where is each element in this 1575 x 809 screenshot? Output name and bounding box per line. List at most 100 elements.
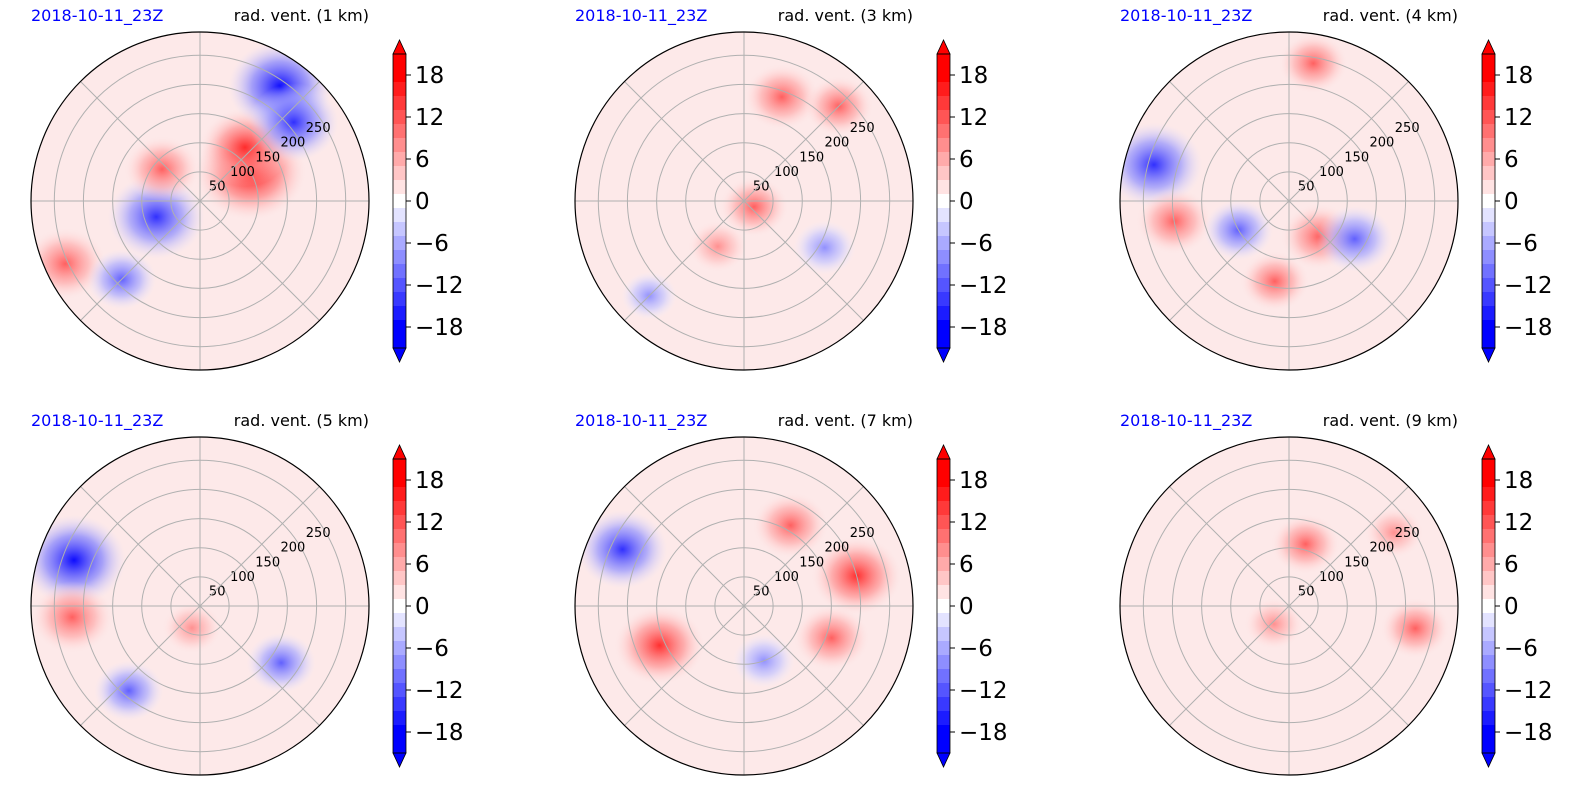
colorbar-bin bbox=[937, 138, 950, 153]
colorbar-tick-label: −18 bbox=[959, 720, 1008, 746]
colorbar-bin bbox=[393, 138, 406, 153]
positive-velocity-cell bbox=[31, 581, 114, 654]
colorbar-bin bbox=[1482, 208, 1495, 223]
colorbar-bin bbox=[1482, 487, 1495, 502]
azimuth-spoke bbox=[199, 81, 320, 202]
colorbar-bin bbox=[937, 571, 950, 586]
colorbar-bin bbox=[393, 292, 406, 307]
colorbar-bin bbox=[1482, 613, 1495, 628]
azimuth-spoke bbox=[1288, 605, 1409, 726]
colorbar-bin bbox=[393, 585, 406, 600]
date-label: 2018-10-11_23Z bbox=[575, 411, 707, 431]
colorbar-bin bbox=[393, 515, 406, 530]
colorbar-tick-label: −18 bbox=[415, 315, 464, 341]
colorbar-bin bbox=[937, 82, 950, 97]
azimuth-spoke bbox=[1169, 605, 1290, 726]
colorbar-bin bbox=[937, 641, 950, 656]
colorbar-bin bbox=[1482, 152, 1495, 167]
colorbar-bin bbox=[937, 501, 950, 516]
range-ring-label: 100 bbox=[1319, 570, 1344, 585]
colorbar-bin bbox=[1482, 669, 1495, 684]
colorbar-bin bbox=[1482, 543, 1495, 558]
azimuth-spoke bbox=[1288, 486, 1409, 607]
colorbar-bin bbox=[937, 110, 950, 125]
colorbar-bin bbox=[937, 543, 950, 558]
colorbar-tick-label: 0 bbox=[1504, 189, 1519, 215]
range-ring-label: 200 bbox=[824, 136, 849, 151]
azimuth-spoke bbox=[743, 486, 864, 607]
colorbar-bin bbox=[393, 264, 406, 279]
range-ring-label: 250 bbox=[1395, 526, 1420, 541]
colorbar-bin bbox=[1482, 138, 1495, 153]
colorbar-bin bbox=[1482, 166, 1495, 181]
azimuth-spoke bbox=[624, 200, 745, 321]
azimuth-spoke bbox=[80, 486, 201, 607]
date-label: 2018-10-11_23Z bbox=[1120, 411, 1252, 431]
colorbar-tick-label: 0 bbox=[959, 189, 974, 215]
colorbar-tick-label: −6 bbox=[959, 636, 993, 662]
colorbar-tick-label: 6 bbox=[959, 552, 974, 578]
colorbar-bin bbox=[937, 68, 950, 83]
colorbar-tick-label: 6 bbox=[1504, 147, 1519, 173]
range-ring-label: 250 bbox=[850, 121, 875, 136]
colorbar-bin bbox=[393, 669, 406, 684]
colorbar-bin bbox=[393, 180, 406, 195]
positive-velocity-cell bbox=[744, 64, 820, 130]
colorbar-bin bbox=[1482, 96, 1495, 111]
colorbar-extend-max bbox=[392, 39, 407, 55]
positive-velocity-cell bbox=[1278, 33, 1348, 94]
colorbar-bin bbox=[1482, 264, 1495, 279]
colorbar-bin bbox=[937, 180, 950, 195]
colorbar-tick-label: −12 bbox=[415, 273, 464, 299]
colorbar-bin bbox=[937, 725, 950, 740]
azimuth-spoke bbox=[80, 200, 201, 321]
colorbar-bin bbox=[1482, 711, 1495, 726]
colorbar-bin bbox=[937, 250, 950, 265]
colorbar-bin bbox=[1482, 515, 1495, 530]
range-ring-label: 50 bbox=[753, 179, 770, 194]
range-ring-label: 250 bbox=[850, 526, 875, 541]
colorbar-bin bbox=[937, 124, 950, 139]
range-ring-label: 100 bbox=[774, 570, 799, 585]
positive-velocity-cell bbox=[686, 219, 749, 274]
variable-title: rad. vent. (5 km) bbox=[234, 411, 369, 430]
colorbar-tick-label: 12 bbox=[1504, 105, 1533, 131]
colorbar-bin bbox=[937, 613, 950, 628]
colorbar-bin bbox=[393, 641, 406, 656]
range-ring-label: 150 bbox=[255, 555, 280, 570]
positive-velocity-cell bbox=[793, 604, 870, 671]
colorbar-tick-label: −18 bbox=[959, 315, 1008, 341]
date-label: 2018-10-11_23Z bbox=[1120, 6, 1252, 26]
colorbar-bin bbox=[1482, 641, 1495, 656]
outer-boundary bbox=[30, 436, 370, 776]
colorbar-bin bbox=[1482, 697, 1495, 712]
colorbar: 18 12 6 0 −6 −12 −18 bbox=[936, 444, 1008, 768]
negative-velocity-cell bbox=[246, 632, 316, 693]
colorbar-bin bbox=[393, 487, 406, 502]
colorbar-bin bbox=[393, 501, 406, 516]
azimuth-spoke bbox=[199, 605, 320, 726]
positive-velocity-cell bbox=[161, 600, 223, 655]
colorbar-tick-label: 0 bbox=[959, 594, 974, 620]
colorbar-bin bbox=[937, 96, 950, 111]
azimuth-spoke bbox=[199, 200, 320, 321]
colorbar-tick-label: 18 bbox=[1504, 63, 1533, 89]
outer-boundary bbox=[1119, 436, 1459, 776]
colorbar-bin bbox=[393, 725, 406, 740]
colorbar-bin bbox=[393, 250, 406, 265]
outer-boundary bbox=[1119, 31, 1459, 371]
colorbar-bin bbox=[393, 557, 406, 572]
range-ring-label: 100 bbox=[1319, 165, 1344, 180]
range-ring-label: 100 bbox=[774, 165, 799, 180]
azimuth-spoke bbox=[199, 486, 320, 607]
colorbar-bin bbox=[1482, 194, 1495, 209]
azimuth-spoke bbox=[624, 486, 745, 607]
positive-velocity-cell bbox=[752, 492, 829, 559]
colorbar-extend-min bbox=[1481, 347, 1496, 363]
colorbar-tick-label: 12 bbox=[959, 510, 988, 536]
range-ring-label: 150 bbox=[799, 150, 824, 165]
colorbar-tick-label: −6 bbox=[959, 231, 993, 257]
positive-velocity-cell bbox=[1380, 598, 1450, 659]
colorbar-tick-label: −12 bbox=[1504, 678, 1553, 704]
